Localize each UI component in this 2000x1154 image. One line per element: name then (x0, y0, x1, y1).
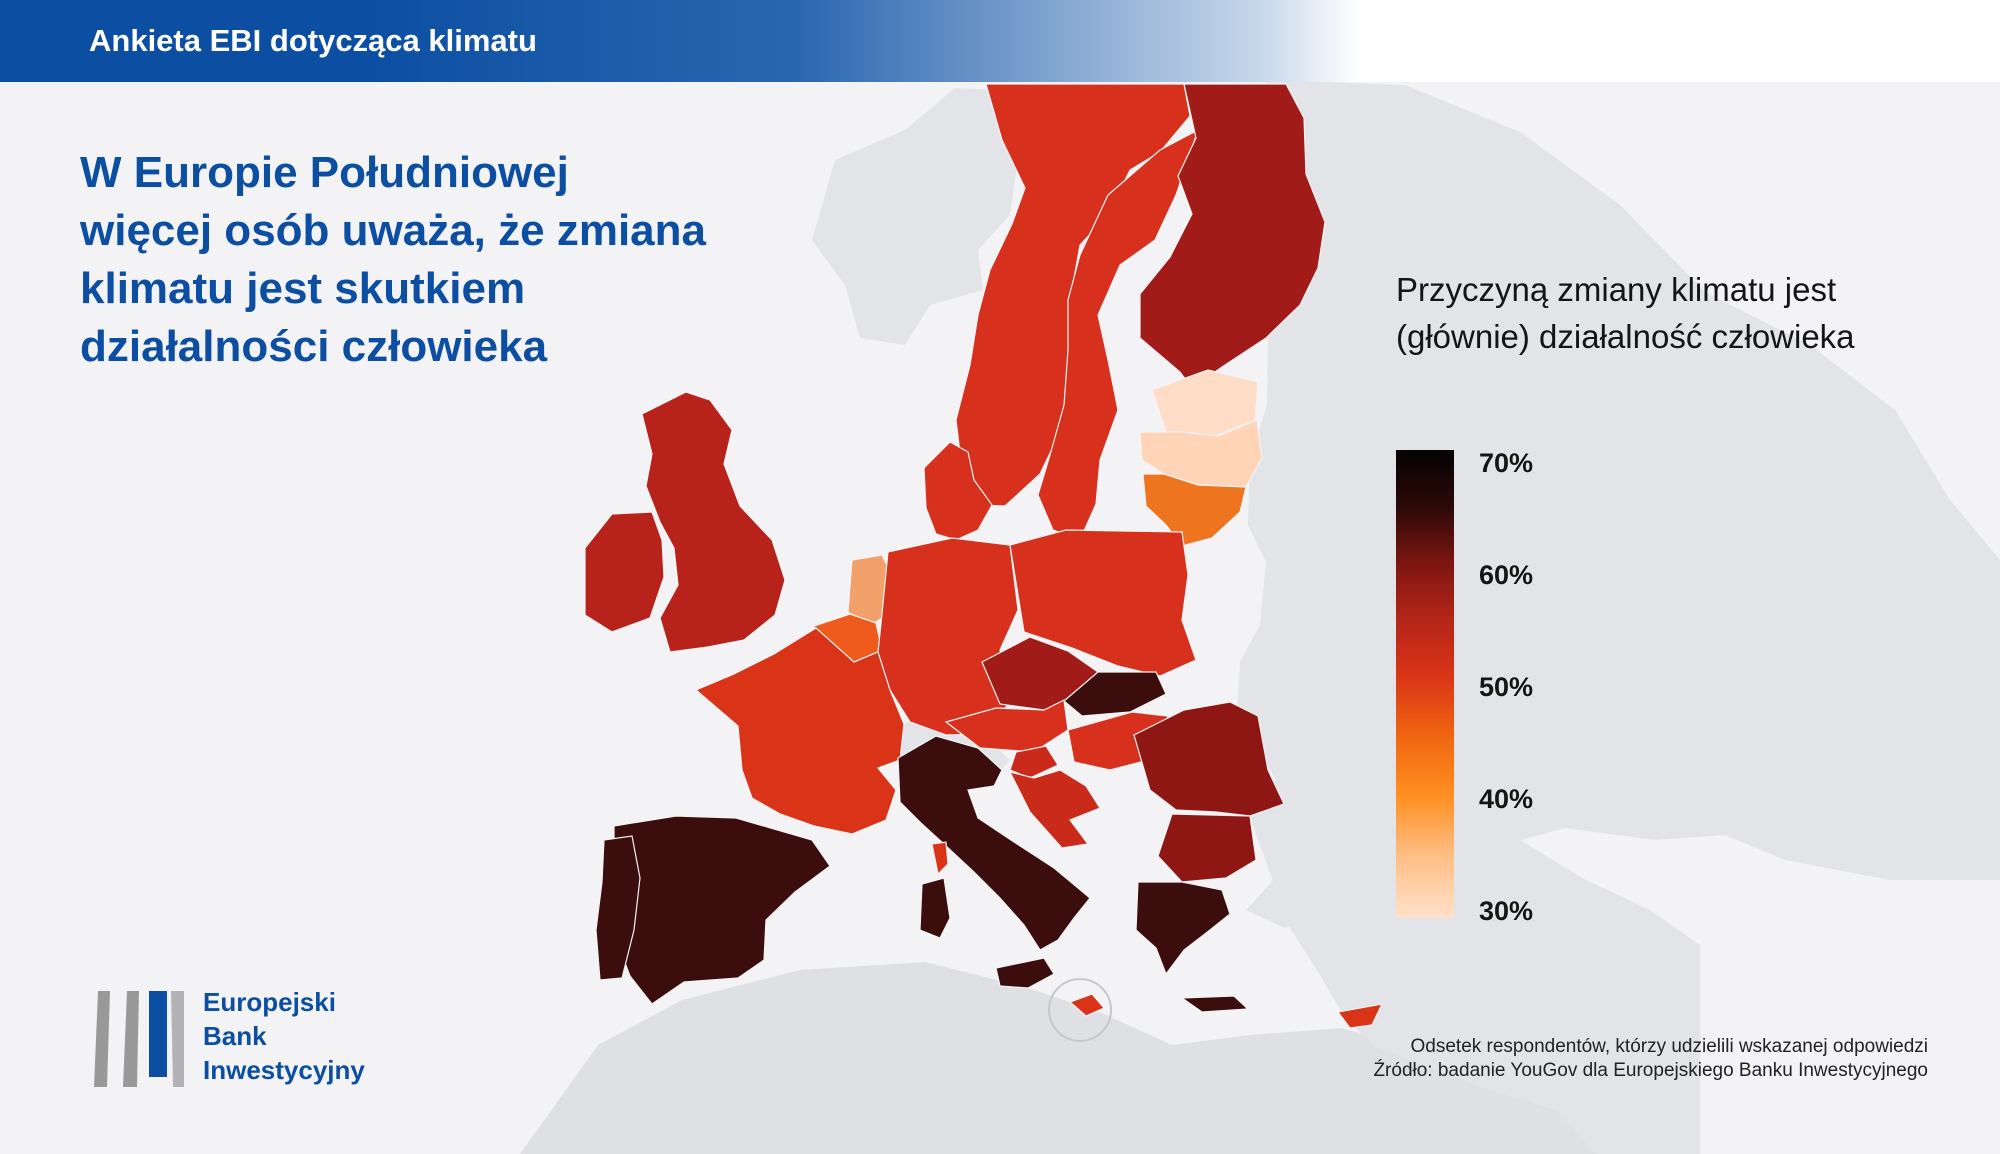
country-portugal (595, 835, 641, 981)
country-spain (613, 815, 831, 1005)
eib-logo-mark (94, 991, 184, 1087)
country-norway (955, 83, 1191, 507)
legend-title-line-2: (głównie) działalność człowieka (1396, 318, 1855, 355)
malta-highlight-circle (1048, 978, 1112, 1042)
headline-line-4: działalności człowieka (80, 322, 548, 371)
country-romania (1133, 701, 1285, 817)
logo-line-2: Bank (203, 1021, 267, 1051)
footer-note: Odsetek respondentów, którzy udzielili w… (1410, 1036, 1929, 1057)
legend-tick-70: 70% (1479, 448, 1534, 478)
logo-line-3: Inwestycyjny (203, 1055, 365, 1085)
main-headline: W Europie Południowej więcej osób uważa,… (80, 144, 840, 376)
legend-title: Przyczyną zmiany klimatu jest (głównie) … (1396, 266, 1855, 360)
headline-line-2: więcej osób uważa, że zmiana (80, 206, 706, 255)
background-land-north-africa (520, 962, 1673, 1154)
legend-tick-30: 30% (1479, 896, 1534, 926)
eib-logo: Europejski Bank Inwestycyjny (92, 985, 412, 1095)
country-sardinia (919, 877, 951, 939)
country-denmark (923, 441, 993, 541)
country-austria (944, 699, 1069, 753)
country-sweden (1037, 128, 1200, 541)
logo-line-1: Europejski (203, 987, 336, 1017)
top-banner: Ankieta EBI dotycząca klimatu (0, 0, 2000, 82)
country-france (694, 627, 905, 835)
country-slovenia (1009, 745, 1059, 779)
country-sicily (995, 957, 1055, 989)
country-malta (1068, 993, 1105, 1017)
country-slovakia (1063, 671, 1167, 717)
survey-title: Ankieta EBI dotycząca klimatu (89, 23, 537, 58)
country-italy (897, 735, 1091, 951)
country-ireland (584, 511, 665, 633)
country-lithuania (1142, 473, 1247, 547)
country-cyprus (1336, 1003, 1384, 1029)
legend-tick-60: 60% (1479, 560, 1534, 590)
legend-tick-40: 40% (1479, 784, 1534, 814)
background-land-northwest (812, 88, 1055, 345)
footer-source: Źródło: badanie YouGov dla Europejskiego… (1373, 1060, 1928, 1081)
country-greece (1135, 881, 1231, 976)
country-corsica (931, 841, 949, 876)
country-poland (1009, 529, 1197, 677)
country-germany (877, 537, 1019, 736)
country-latvia (1139, 419, 1263, 488)
legend-title-line-1: Przyczyną zmiany klimatu jest (1396, 271, 1837, 308)
country-croatia (1008, 769, 1101, 849)
country-bulgaria (1157, 813, 1257, 883)
country-crete (1180, 995, 1250, 1013)
country-uk (641, 391, 786, 653)
eib-logo-text: Europejski Bank Inwestycyjny (203, 985, 365, 1087)
headline-line-1: W Europie Południowej (80, 148, 569, 197)
color-scale-bar (1396, 450, 1454, 918)
headline-line-3: klimatu jest skutkiem (80, 264, 526, 313)
legend-tick-50: 50% (1479, 672, 1534, 702)
background-land-south-east (1240, 770, 1700, 1154)
